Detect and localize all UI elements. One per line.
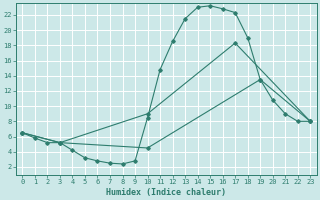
X-axis label: Humidex (Indice chaleur): Humidex (Indice chaleur) [106,188,226,197]
